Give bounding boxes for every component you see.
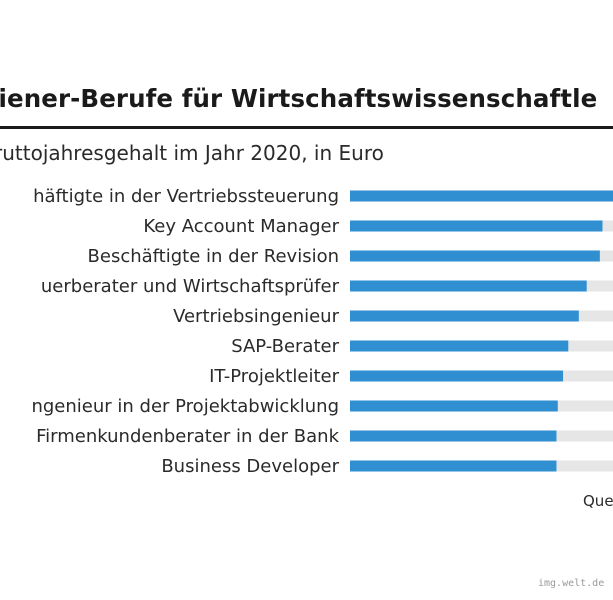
bar-row: Firmenkundenberater in der Bank (36, 426, 613, 447)
bar (350, 400, 558, 412)
source-label: Que (583, 492, 613, 510)
category-label: Business Developer (161, 456, 339, 477)
bar (350, 310, 579, 322)
watermark: img.welt.de (538, 578, 605, 589)
category-label: IT-Projektleiter (209, 366, 339, 387)
bar-row: Key Account Manager (143, 216, 613, 237)
category-label: ngenieur in der Projektabwicklung (31, 396, 339, 417)
category-label: uerberater und Wirtschaftsprüfer (41, 276, 340, 297)
bar-row: ngenieur in der Projektabwicklung (31, 396, 613, 417)
category-label: SAP-Berater (231, 336, 339, 357)
bar-row: häftigte in der Vertriebssteuerung (33, 186, 613, 207)
category-label: Beschäftigte in der Revision (88, 246, 339, 267)
bar-row: IT-Projektleiter (209, 366, 613, 387)
bar (350, 250, 600, 262)
bar (350, 430, 557, 442)
bar (350, 190, 613, 202)
category-label: Key Account Manager (143, 216, 339, 237)
category-label: häftigte in der Vertriebssteuerung (33, 186, 339, 207)
bar-row: Business Developer (161, 456, 613, 477)
title-rule (0, 126, 613, 129)
bar (350, 220, 603, 232)
bar-row: SAP-Berater (231, 336, 613, 357)
chart-title: liener-Berufe für Wirtschaftswissenschaf… (0, 84, 598, 113)
bar (350, 340, 569, 352)
bar-row: uerberater und Wirtschaftsprüfer (41, 276, 613, 297)
bar (350, 460, 557, 472)
category-label: Vertriebsingenieur (173, 306, 340, 327)
chart-subtitle: ruttojahresgehalt im Jahr 2020, in Euro (0, 141, 384, 165)
bar-row: Vertriebsingenieur (173, 306, 613, 327)
bar-row: Beschäftigte in der Revision (88, 246, 613, 267)
category-label: Firmenkundenberater in der Bank (36, 426, 339, 447)
bar (350, 370, 564, 382)
bar (350, 280, 587, 292)
